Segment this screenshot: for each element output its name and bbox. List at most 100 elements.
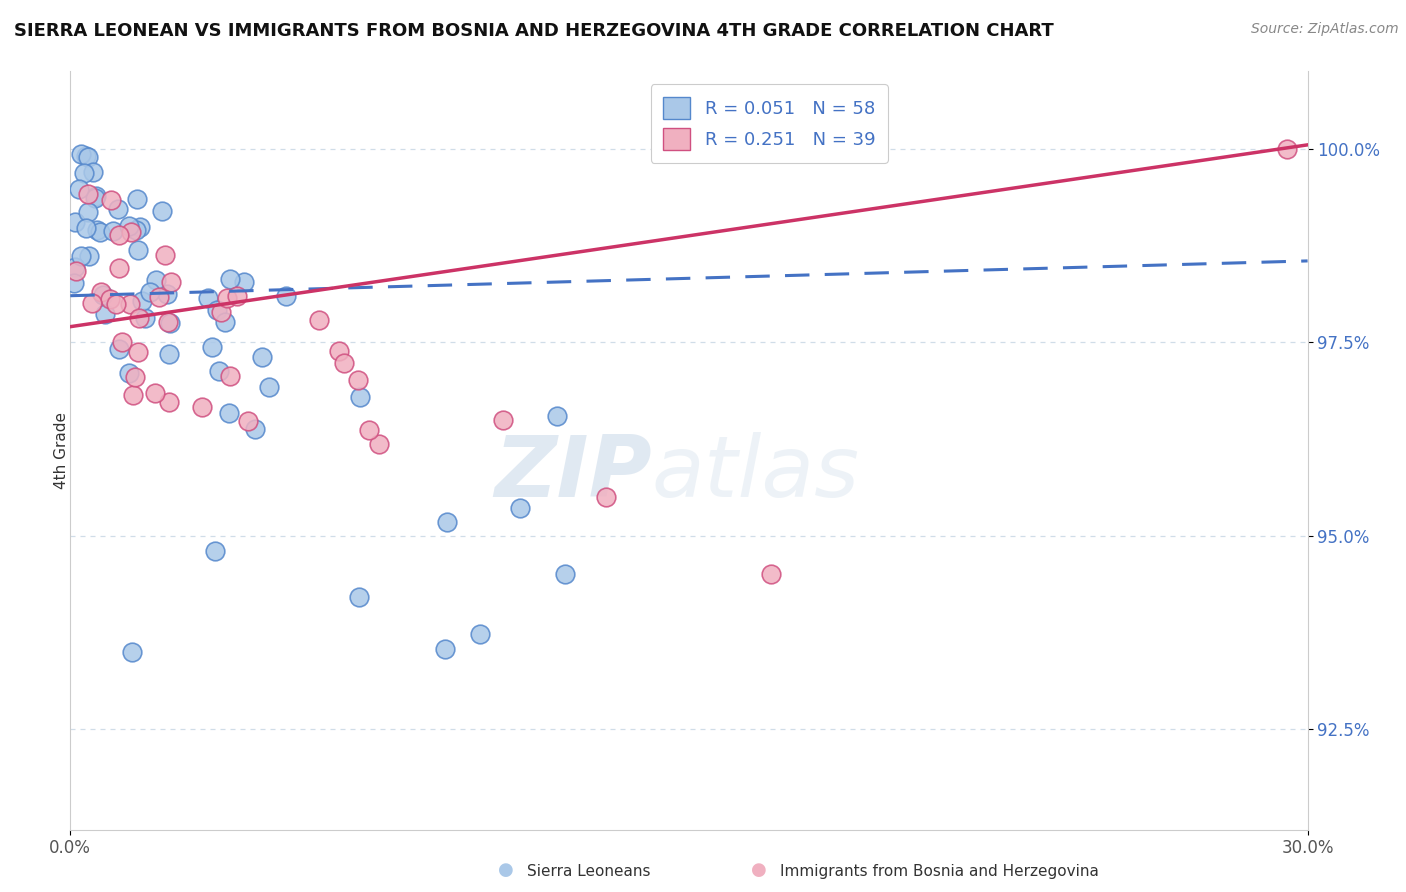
Point <box>131 293 153 308</box>
Point <box>332 356 354 370</box>
Point <box>91 288 114 302</box>
Point <box>120 297 142 311</box>
Text: Sierra Leoneans: Sierra Leoneans <box>527 863 651 879</box>
Point <box>156 315 179 329</box>
Text: ●: ● <box>751 861 768 879</box>
Point <box>118 219 141 233</box>
Point <box>108 342 131 356</box>
Point <box>70 249 93 263</box>
Legend: R = 0.051   N = 58, R = 0.251   N = 39: R = 0.051 N = 58, R = 0.251 N = 39 <box>651 84 889 162</box>
Point <box>125 223 148 237</box>
Point <box>368 437 391 451</box>
Point <box>308 313 330 327</box>
Point <box>121 645 143 659</box>
Point <box>208 364 231 378</box>
Point <box>1275 142 1298 156</box>
Text: atlas: atlas <box>652 432 860 515</box>
Point <box>219 368 242 383</box>
Point <box>98 293 121 307</box>
Point <box>75 221 97 235</box>
Point <box>214 315 236 329</box>
Point <box>75 148 97 162</box>
Point <box>209 305 232 319</box>
Point <box>63 215 86 229</box>
Point <box>100 193 122 207</box>
Point <box>86 223 108 237</box>
Point <box>434 642 457 657</box>
Point <box>122 388 145 402</box>
Point <box>94 307 117 321</box>
Point <box>359 423 381 437</box>
Point <box>595 490 617 504</box>
Point <box>77 187 100 202</box>
Point <box>159 316 181 330</box>
Point <box>69 147 91 161</box>
Point <box>492 412 515 426</box>
Point <box>118 366 141 380</box>
Point <box>761 567 783 582</box>
Point <box>129 219 152 234</box>
Point <box>124 370 146 384</box>
Point <box>111 335 134 350</box>
Point <box>274 289 297 303</box>
Point <box>347 373 370 387</box>
Point <box>139 285 162 299</box>
Point <box>225 289 247 303</box>
Point <box>349 391 371 405</box>
Point <box>159 275 181 289</box>
Point <box>143 385 166 400</box>
Text: Source: ZipAtlas.com: Source: ZipAtlas.com <box>1251 22 1399 37</box>
Point <box>257 380 280 394</box>
Point <box>63 260 86 274</box>
Point <box>554 567 576 582</box>
Point <box>204 544 226 558</box>
Text: ●: ● <box>498 861 515 879</box>
Y-axis label: 4th Grade: 4th Grade <box>55 412 69 489</box>
Point <box>90 285 112 299</box>
Point <box>65 264 87 278</box>
Point <box>127 244 149 258</box>
Point <box>108 227 131 242</box>
Point <box>77 249 100 263</box>
Point <box>76 150 98 164</box>
Point <box>509 501 531 516</box>
Point <box>156 287 179 301</box>
Point <box>218 406 240 420</box>
Point <box>219 272 242 286</box>
Point <box>215 292 238 306</box>
Point <box>470 627 492 641</box>
Point <box>89 225 111 239</box>
Point <box>546 409 568 424</box>
Point <box>101 224 124 238</box>
Point <box>83 191 105 205</box>
Text: SIERRA LEONEAN VS IMMIGRANTS FROM BOSNIA AND HERZEGOVINA 4TH GRADE CORRELATION C: SIERRA LEONEAN VS IMMIGRANTS FROM BOSNIA… <box>14 22 1054 40</box>
Point <box>191 401 214 415</box>
Point <box>80 296 103 310</box>
Point <box>252 350 274 364</box>
Point <box>148 290 170 304</box>
Point <box>76 204 98 219</box>
Point <box>128 311 150 326</box>
Point <box>197 292 219 306</box>
Point <box>205 303 228 318</box>
Point <box>73 166 96 180</box>
Point <box>108 260 131 275</box>
Point <box>157 395 180 409</box>
Point <box>134 311 156 326</box>
Point <box>125 192 148 206</box>
Point <box>86 188 108 202</box>
Text: Immigrants from Bosnia and Herzegovina: Immigrants from Bosnia and Herzegovina <box>780 863 1099 879</box>
Point <box>63 276 86 290</box>
Point <box>153 248 176 262</box>
Point <box>145 273 167 287</box>
Text: ZIP: ZIP <box>494 432 652 515</box>
Point <box>236 414 259 428</box>
Point <box>243 422 266 436</box>
Point <box>67 182 90 196</box>
Point <box>328 343 350 358</box>
Point <box>436 515 458 529</box>
Point <box>347 591 370 605</box>
Point <box>105 297 128 311</box>
Point <box>82 165 104 179</box>
Point <box>201 340 224 354</box>
